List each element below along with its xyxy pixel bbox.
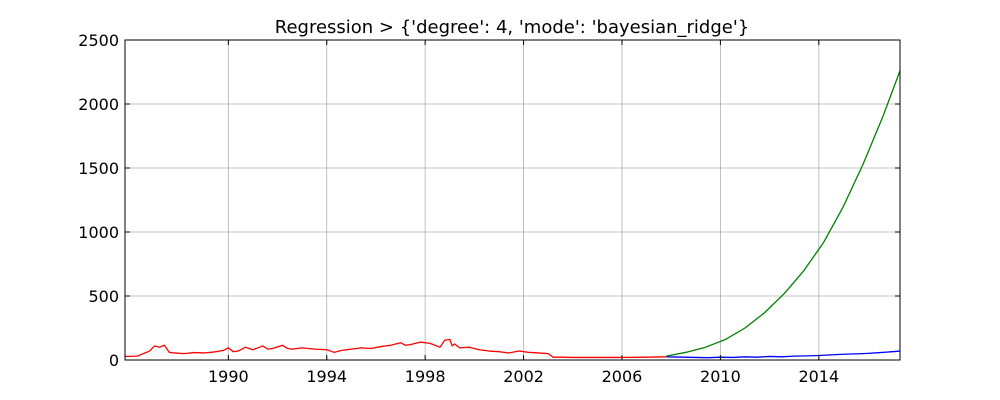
y-tick-label: 2000 — [78, 95, 119, 114]
series-line-3 — [666, 70, 901, 357]
y-tick-label: 1000 — [78, 223, 119, 242]
x-tick-label: 1994 — [306, 367, 347, 386]
y-tick-label: 0 — [109, 351, 119, 370]
y-tick-label: 1500 — [78, 159, 119, 178]
grid — [125, 39, 900, 361]
x-tick-label: 2010 — [700, 367, 741, 386]
y-tick-label: 500 — [88, 287, 119, 306]
axes-frame — [124, 39, 901, 361]
series-line-1 — [124, 338, 667, 359]
axis-ticks: 1990 1994 1998 2002 2006 2010 2014 0 500 1000 1500… — [78, 31, 900, 386]
y-tick-label: 2500 — [78, 31, 119, 50]
x-tick-label: 2006 — [602, 367, 643, 386]
x-tick-label: 1998 — [405, 367, 446, 386]
x-tick-label: 2002 — [503, 367, 544, 386]
plot-area — [124, 70, 901, 359]
series-line-2 — [666, 350, 901, 359]
x-tick-label: 1990 — [208, 367, 249, 386]
x-tick-label: 2014 — [798, 367, 839, 386]
chart-title: Regression > {'degree': 4, 'mode': 'baye… — [275, 17, 750, 38]
